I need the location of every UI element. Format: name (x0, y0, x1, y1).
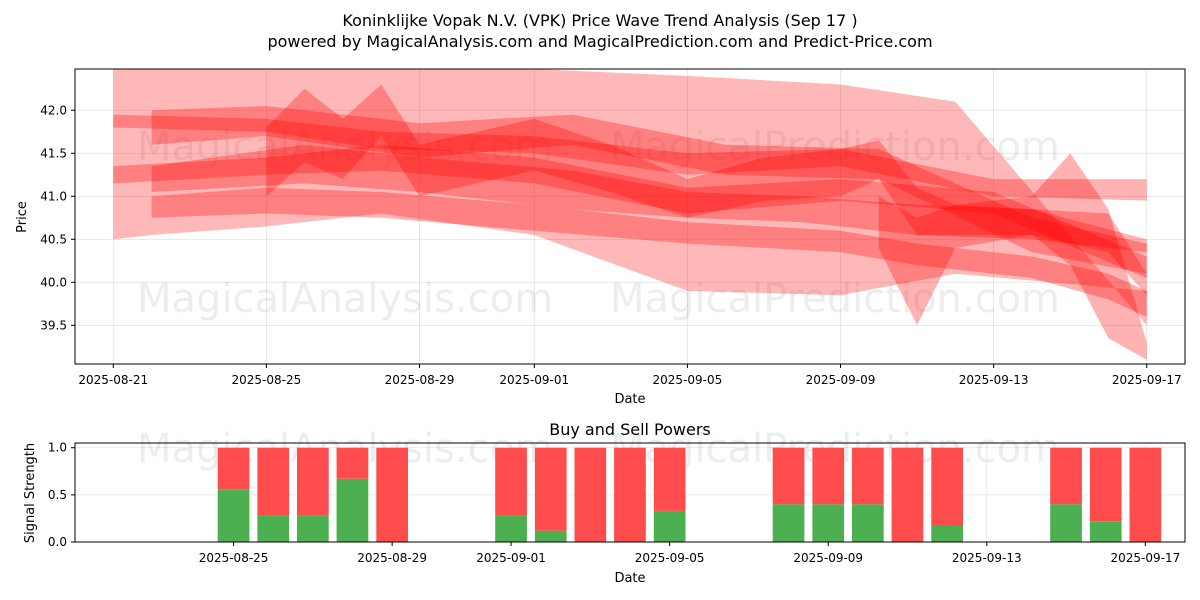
sell-bar (1129, 447, 1162, 542)
watermark-top-left: MagicalAnalysis.com (137, 124, 553, 170)
price-x-tick-label: 2025-08-21 (78, 373, 148, 387)
buy-bar (1050, 504, 1082, 542)
sell-bar (257, 447, 290, 516)
sell-bar (852, 447, 884, 505)
buy-bar (217, 489, 250, 542)
signal-x-tick-label: 2025-09-01 (476, 551, 546, 565)
wave-band (266, 84, 1147, 296)
sell-bar (534, 447, 567, 531)
price-x-tick-label: 2025-08-29 (385, 373, 455, 387)
wave-band (151, 144, 1147, 253)
price-y-tick-label: 39.5 (40, 318, 67, 332)
signal-y-tick-label: 0.5 (48, 488, 67, 502)
price-x-ticks: 2025-08-21 2025-08-25 2025-08-29 2025-09-01… (78, 364, 1182, 387)
wave-band (113, 69, 1147, 326)
price-x-axis-label: Date (614, 392, 645, 407)
price-y-tick-label: 40.0 (40, 275, 67, 289)
signal-x-tick-label: 2025-09-05 (635, 551, 705, 565)
watermark-bottom-right: MagicalPrediction.com (610, 276, 1060, 322)
price-x-tick-label: 2025-09-09 (806, 373, 876, 387)
wave-band (878, 153, 1147, 360)
signal-y-tick-label: 1.0 (48, 441, 67, 455)
sell-bar (1050, 447, 1082, 505)
price-panel: MagicalAnalysis.com MagicalPrediction.co… (15, 68, 1186, 407)
buy-bar (1089, 521, 1122, 542)
signal-x-tick-label: 2025-08-25 (199, 551, 269, 565)
price-y-ticks: 39.5 40.0 40.5 41.0 41.5 42.0 (40, 103, 75, 332)
price-x-tick-label: 2025-09-13 (959, 373, 1029, 387)
signal-y-tick-label: 0.0 (48, 535, 67, 549)
price-y-tick-label: 41.5 (40, 146, 67, 160)
wave-band (113, 114, 1147, 201)
signal-x-tick-label: 2025-08-29 (357, 551, 427, 565)
sell-bar (931, 447, 963, 526)
sell-bar (495, 447, 527, 516)
signal-x-tick-label: 2025-09-17 (1110, 551, 1180, 565)
wave-bands (113, 69, 1147, 360)
signal-panel: Buy and Sell Powers MagicalAnalysis.com … (23, 420, 1186, 586)
sell-bar (1089, 447, 1122, 522)
signal-bars (217, 447, 1162, 542)
signal-x-tick-label: 2025-09-13 (952, 551, 1022, 565)
wave-band-group (113, 69, 1147, 360)
sell-bar (574, 447, 607, 542)
buy-bar (812, 504, 845, 542)
price-watermarks: MagicalAnalysis.com MagicalPrediction.co… (137, 124, 1060, 322)
chart-title: Koninklijke Vopak N.V. (VPK) Price Wave … (342, 11, 857, 30)
signal-chart-title: Buy and Sell Powers (549, 420, 711, 439)
price-y-tick-label: 42.0 (40, 103, 67, 117)
sell-bar (376, 447, 408, 542)
wave-band (151, 187, 1147, 317)
sell-bar (653, 447, 686, 511)
price-x-tick-label: 2025-09-17 (1112, 373, 1182, 387)
sell-bar (217, 447, 250, 490)
price-x-tick-label: 2025-09-01 (499, 373, 569, 387)
signal-y-axis-label: Signal Strength (23, 443, 38, 543)
sell-bar (812, 447, 845, 505)
watermark-top-right: MagicalPrediction.com (610, 124, 1060, 170)
buy-bar (297, 515, 329, 542)
buy-bar (772, 504, 805, 542)
sell-bar (614, 447, 646, 542)
buy-bar (534, 530, 567, 542)
signal-x-tick-label: 2025-09-09 (793, 551, 863, 565)
buy-bar (653, 510, 686, 542)
sell-bar (891, 447, 924, 542)
chart-subtitle: powered by MagicalAnalysis.com and Magic… (267, 32, 932, 51)
buy-bar (336, 478, 369, 542)
buy-bar (495, 515, 527, 542)
signal-plot-frame (74, 442, 1186, 543)
price-plot-frame (74, 68, 1186, 365)
watermark-bottom-left: MagicalAnalysis.com (137, 276, 553, 322)
buy-bar (852, 504, 884, 542)
sell-bar (772, 447, 805, 505)
price-y-axis-label: Price (15, 201, 30, 233)
signal-y-ticks: 0.0 0.5 1.0 (48, 441, 75, 549)
buy-bar (257, 515, 290, 542)
sell-bar (336, 447, 369, 479)
signal-x-axis-label: Date (614, 571, 645, 586)
buy-bar (931, 526, 963, 542)
wave-band (151, 106, 1147, 274)
price-y-tick-label: 41.0 (40, 189, 67, 203)
price-grid (75, 69, 1185, 364)
price-x-tick-label: 2025-08-25 (232, 373, 302, 387)
signal-x-ticks: 2025-08-25 2025-08-29 2025-09-01 2025-09-05… (199, 542, 1180, 565)
price-x-tick-label: 2025-09-05 (653, 373, 723, 387)
price-y-tick-label: 40.5 (40, 232, 67, 246)
sell-bar (297, 447, 329, 516)
